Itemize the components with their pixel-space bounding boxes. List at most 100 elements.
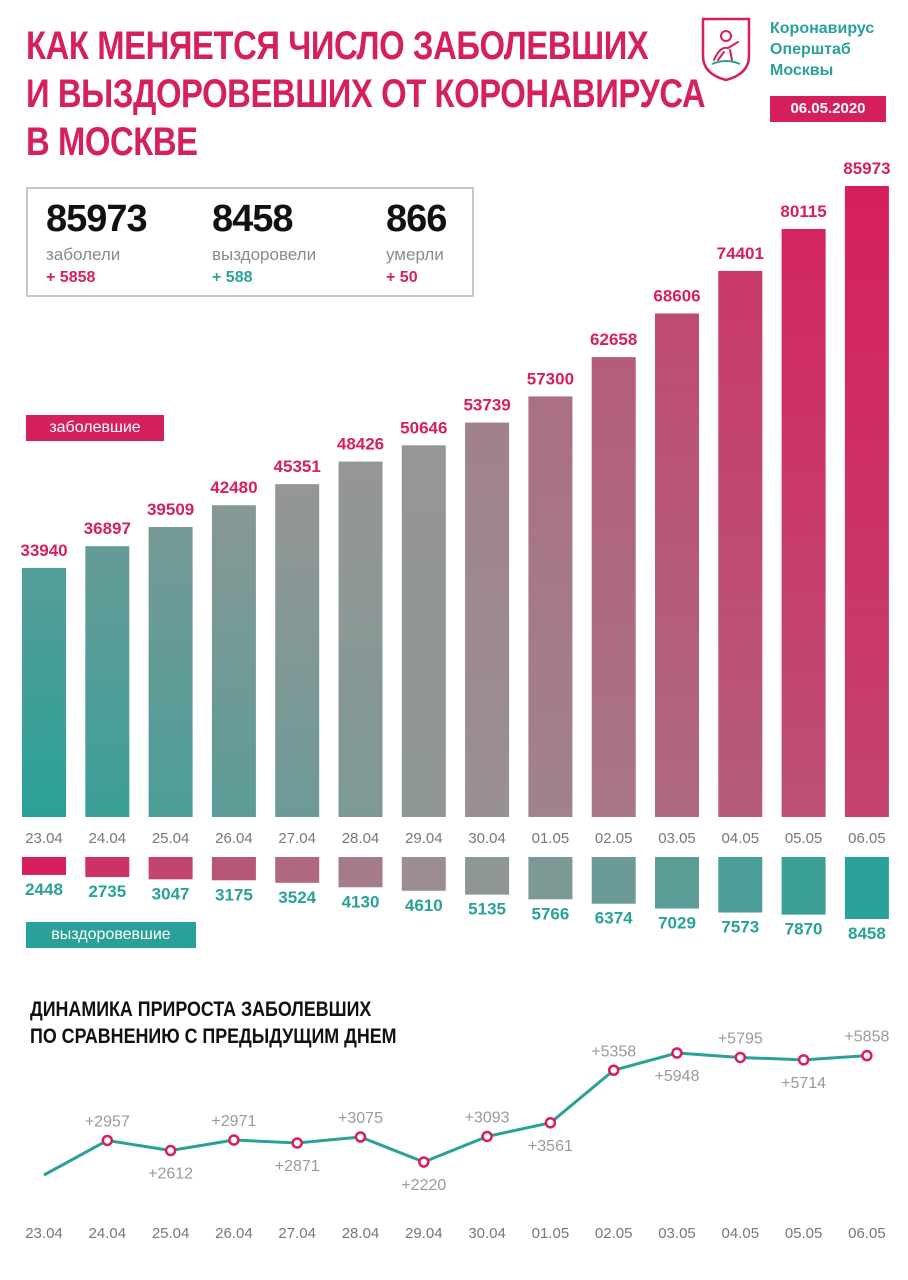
recovered-bar xyxy=(591,857,636,904)
stat-deaths: 866 умерли + 50 xyxy=(386,195,447,289)
recovered-bar-label: 7870 xyxy=(785,920,823,939)
cases-bar-label: 50646 xyxy=(400,418,447,437)
growth-point-label: +3075 xyxy=(338,1110,383,1127)
recovered-bar xyxy=(85,857,130,878)
title-line-1: Как меняется число заболевших xyxy=(26,24,649,68)
line-x-tick-label: 27.04 xyxy=(278,1225,316,1242)
growth-point-label: +5358 xyxy=(591,1043,636,1060)
cases-bar-label: 42480 xyxy=(210,478,257,497)
stat-cases-label: заболели xyxy=(46,245,121,264)
cases-bar xyxy=(211,505,256,817)
growth-point xyxy=(164,1144,177,1157)
cases-bar xyxy=(22,567,66,817)
cases-bar xyxy=(781,228,826,817)
recovered-bar xyxy=(22,857,66,875)
recovered-bar xyxy=(211,857,256,881)
growth-point-label: +2220 xyxy=(401,1177,446,1194)
bar-x-tick-label: 29.04 xyxy=(405,830,443,847)
growth-point xyxy=(797,1054,810,1066)
cases-legend-tag: заболевшие xyxy=(26,415,164,441)
cases-bar-label: 85973 xyxy=(843,159,890,178)
recovered-bar xyxy=(148,857,193,880)
recovered-bar-label: 3524 xyxy=(278,888,316,907)
cases-bar xyxy=(528,396,573,817)
growth-title-line-1: Динамика прироста заболевших xyxy=(30,998,372,1021)
recovered-bar-label: 2735 xyxy=(88,882,126,901)
growth-point-label: +2971 xyxy=(211,1113,256,1130)
stat-recovered-value: 8458 xyxy=(212,198,294,240)
growth-point-label: +5948 xyxy=(655,1068,700,1085)
bar-x-tick-label: 03.05 xyxy=(658,830,696,847)
growth-point xyxy=(228,1134,240,1146)
recovered-bar xyxy=(781,857,826,915)
recovered-bar xyxy=(718,857,763,913)
recovered-bar-label: 8458 xyxy=(848,924,886,943)
bar-x-tick-label: 06.05 xyxy=(848,830,886,847)
recovered-bar-label: 4610 xyxy=(405,896,443,915)
growth-point-label: +2957 xyxy=(85,1113,130,1130)
growth-point xyxy=(418,1156,430,1168)
bar-x-tick-label: 28.04 xyxy=(342,830,380,847)
growth-point xyxy=(734,1051,747,1064)
line-x-tick-label: 30.04 xyxy=(468,1225,506,1242)
cases-bar-label: 33940 xyxy=(20,541,67,560)
title-line-3: в Москве xyxy=(26,120,198,164)
stat-deaths-value: 866 xyxy=(386,198,447,240)
recovered-bar xyxy=(844,857,889,919)
cases-bar-label: 53739 xyxy=(463,396,510,415)
bar-x-tick-label: 05.05 xyxy=(785,830,823,847)
bar-x-tick-label: 04.05 xyxy=(722,830,760,847)
growth-point xyxy=(861,1049,873,1062)
cases-bar xyxy=(591,357,636,817)
stat-recovered: 8458 выздоровели + 588 xyxy=(212,195,316,289)
growth-point xyxy=(291,1137,303,1149)
recovered-legend-tag: выздоровевшие xyxy=(26,922,196,948)
line-x-tick-label: 05.05 xyxy=(785,1225,823,1242)
cases-bar xyxy=(718,270,763,817)
org-line-2: Оперштаб xyxy=(770,41,851,58)
stat-recovered-delta: + 588 xyxy=(212,269,253,286)
cases-bar-label: 48426 xyxy=(337,435,384,454)
recovered-bar-label: 7029 xyxy=(658,914,696,933)
org-name: Коронавирус Оперштаб Москвы xyxy=(770,18,874,81)
growth-point-label: +2612 xyxy=(148,1166,193,1183)
growth-point xyxy=(544,1117,557,1129)
stat-recovered-label: выздоровели xyxy=(212,245,317,264)
bar-x-tick-label: 02.05 xyxy=(595,830,633,847)
cases-bar-label: 57300 xyxy=(527,369,574,388)
cases-bar-label: 74401 xyxy=(717,244,764,263)
cases-bar xyxy=(655,313,699,817)
recovered-bar-label: 2448 xyxy=(25,880,63,899)
bar-x-tick-label: 25.04 xyxy=(152,830,190,847)
stat-cases: 85973 заболели + 5858 xyxy=(46,195,148,289)
line-x-tick-label: 25.04 xyxy=(152,1225,190,1242)
line-x-tick-label: 06.05 xyxy=(848,1225,886,1242)
cases-bar xyxy=(844,186,889,817)
recovered-bar xyxy=(655,857,699,909)
cases-bar xyxy=(465,422,510,817)
cases-bar xyxy=(148,527,193,817)
org-line-3: Москвы xyxy=(770,62,834,79)
cases-bar-label: 80115 xyxy=(780,202,826,221)
cases-bar-label: 62658 xyxy=(590,330,637,349)
stat-deaths-label: умерли xyxy=(386,245,444,264)
line-x-tick-label: 23.04 xyxy=(25,1225,63,1242)
recovered-bar-label: 7573 xyxy=(721,918,759,937)
recovered-bar xyxy=(401,857,446,891)
recovered-bar xyxy=(338,857,383,888)
cases-bar xyxy=(338,461,383,817)
recovered-bar-label: 5766 xyxy=(531,904,569,923)
growth-point xyxy=(101,1134,114,1147)
bar-x-tick-label: 30.04 xyxy=(468,830,506,847)
growth-point xyxy=(607,1064,620,1077)
recovered-bar-label: 3047 xyxy=(152,884,190,903)
cases-bar-label: 36897 xyxy=(84,519,131,538)
growth-chart-title: Динамика прироста заболевших по сравнени… xyxy=(30,996,438,1050)
cases-bar xyxy=(85,546,130,817)
growth-point-label: +5795 xyxy=(718,1030,763,1047)
growth-point xyxy=(354,1131,367,1143)
stat-deaths-delta: + 50 xyxy=(386,269,418,286)
line-x-tick-label: 26.04 xyxy=(215,1225,253,1242)
date-badge: 06.05.2020 xyxy=(770,96,886,122)
